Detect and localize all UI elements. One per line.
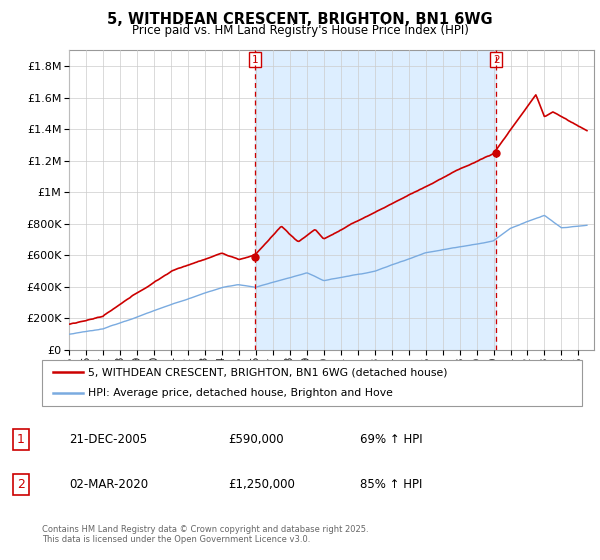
Text: £590,000: £590,000 xyxy=(228,433,284,446)
Text: 69% ↑ HPI: 69% ↑ HPI xyxy=(360,433,422,446)
Text: 1: 1 xyxy=(17,433,25,446)
Text: Price paid vs. HM Land Registry's House Price Index (HPI): Price paid vs. HM Land Registry's House … xyxy=(131,24,469,37)
Text: 02-MAR-2020: 02-MAR-2020 xyxy=(69,478,148,491)
Text: 21-DEC-2005: 21-DEC-2005 xyxy=(69,433,147,446)
Text: 2: 2 xyxy=(17,478,25,491)
Text: 85% ↑ HPI: 85% ↑ HPI xyxy=(360,478,422,491)
Bar xyxy=(255,50,496,350)
Text: 5, WITHDEAN CRESCENT, BRIGHTON, BN1 6WG: 5, WITHDEAN CRESCENT, BRIGHTON, BN1 6WG xyxy=(107,12,493,27)
Text: Contains HM Land Registry data © Crown copyright and database right 2025.
This d: Contains HM Land Registry data © Crown c… xyxy=(42,525,368,544)
Text: 1: 1 xyxy=(252,55,259,65)
Text: HPI: Average price, detached house, Brighton and Hove: HPI: Average price, detached house, Brig… xyxy=(88,389,393,399)
Text: £1,250,000: £1,250,000 xyxy=(228,478,295,491)
Text: 2: 2 xyxy=(493,55,500,65)
Text: 5, WITHDEAN CRESCENT, BRIGHTON, BN1 6WG (detached house): 5, WITHDEAN CRESCENT, BRIGHTON, BN1 6WG … xyxy=(88,367,448,377)
